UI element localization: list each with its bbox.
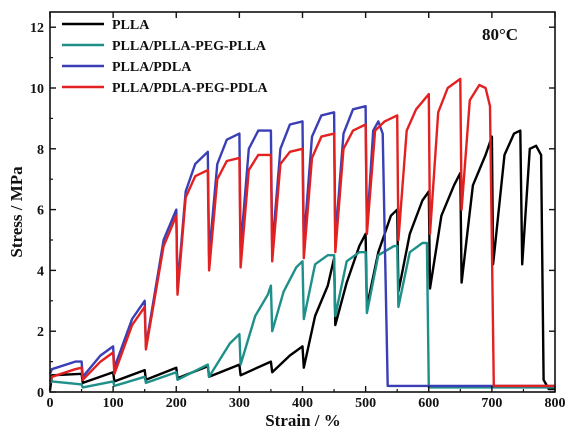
x-tick-label: 0 <box>47 396 54 411</box>
legend: PLLA PLLA/PLLA-PEG-PLLA PLLA/PDLA PLLA/PDLA… <box>62 18 268 96</box>
legend-label-2: PLLA/PLLA-PEG-PLLA <box>112 39 267 54</box>
y-tick-label: 2 <box>37 325 44 340</box>
x-tick-label: 300 <box>229 396 250 411</box>
series-line-4 <box>48 77 555 388</box>
legend-label-3: PLLA/PDLA <box>112 60 192 75</box>
y-tick-label: 8 <box>37 143 44 158</box>
x-tick-label: 100 <box>103 396 124 411</box>
legend-label-1: PLLA <box>112 18 150 33</box>
y-tick-label: 4 <box>37 264 44 279</box>
x-tick-label: 600 <box>418 396 439 411</box>
series-line-2 <box>49 241 555 389</box>
x-tick-label: 400 <box>292 396 313 411</box>
y-tick-label: 6 <box>37 204 44 219</box>
legend-label-4: PLLA/PDLA-PEG-PDLA <box>112 81 268 96</box>
axes: 0 100 200 300 400 500 600 700 800 0 2 4 6 8 10 12 <box>30 11 566 411</box>
series-lines <box>48 77 555 391</box>
y-axis-label: Stress / MPa <box>7 166 26 258</box>
x-tick-label: 200 <box>166 396 187 411</box>
y-tick-label: 0 <box>37 386 44 401</box>
temperature-annotation: 80°C <box>482 25 518 44</box>
x-tick-label: 500 <box>355 396 376 411</box>
y-tick-label: 12 <box>30 21 44 36</box>
y-tick-label: 10 <box>30 82 44 97</box>
x-tick-label: 700 <box>481 396 502 411</box>
x-tick-label: 800 <box>545 396 566 411</box>
x-axis-label: Strain / % <box>265 411 341 430</box>
